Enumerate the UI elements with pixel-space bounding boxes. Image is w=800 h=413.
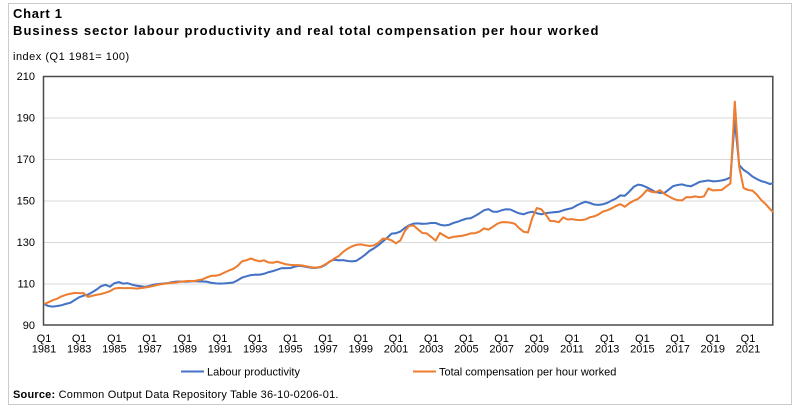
svg-text:Q1: Q1 bbox=[353, 333, 368, 345]
svg-text:130: 130 bbox=[17, 237, 35, 249]
svg-text:Q1: Q1 bbox=[529, 333, 544, 345]
svg-text:2009: 2009 bbox=[525, 344, 549, 356]
svg-text:Q1: Q1 bbox=[459, 333, 474, 345]
svg-text:Q1: Q1 bbox=[494, 333, 509, 345]
svg-text:Q1: Q1 bbox=[389, 333, 404, 345]
svg-text:1987: 1987 bbox=[137, 344, 161, 356]
svg-text:2015: 2015 bbox=[630, 344, 654, 356]
svg-text:Q1: Q1 bbox=[37, 333, 52, 345]
svg-text:Q1: Q1 bbox=[670, 333, 685, 345]
svg-text:Q1: Q1 bbox=[213, 333, 228, 345]
svg-text:Q1: Q1 bbox=[318, 333, 333, 345]
svg-text:110: 110 bbox=[17, 279, 35, 291]
svg-text:1981: 1981 bbox=[32, 344, 56, 356]
svg-text:1993: 1993 bbox=[243, 344, 267, 356]
svg-text:Q1: Q1 bbox=[424, 333, 439, 345]
svg-text:2017: 2017 bbox=[665, 344, 689, 356]
svg-text:Q1: Q1 bbox=[72, 333, 87, 345]
svg-text:1991: 1991 bbox=[208, 344, 232, 356]
svg-text:Q1: Q1 bbox=[600, 333, 615, 345]
svg-text:210: 210 bbox=[17, 71, 35, 83]
svg-text:Q1: Q1 bbox=[283, 333, 298, 345]
svg-text:1989: 1989 bbox=[173, 344, 197, 356]
svg-text:Q1: Q1 bbox=[565, 333, 580, 345]
svg-text:1983: 1983 bbox=[67, 344, 91, 356]
svg-text:Labour productivity: Labour productivity bbox=[207, 367, 300, 379]
svg-text:1997: 1997 bbox=[313, 344, 337, 356]
svg-text:Q1: Q1 bbox=[635, 333, 650, 345]
svg-text:1999: 1999 bbox=[349, 344, 373, 356]
svg-text:2021: 2021 bbox=[736, 344, 760, 356]
svg-text:150: 150 bbox=[17, 196, 35, 208]
svg-text:170: 170 bbox=[17, 154, 35, 166]
svg-text:2013: 2013 bbox=[595, 344, 619, 356]
svg-text:90: 90 bbox=[23, 320, 35, 332]
svg-text:1995: 1995 bbox=[278, 344, 302, 356]
svg-text:2019: 2019 bbox=[701, 344, 725, 356]
svg-text:Q1: Q1 bbox=[177, 333, 192, 345]
svg-text:2003: 2003 bbox=[419, 344, 443, 356]
svg-text:2005: 2005 bbox=[454, 344, 478, 356]
svg-text:2007: 2007 bbox=[489, 344, 513, 356]
svg-text:Q1: Q1 bbox=[705, 333, 720, 345]
svg-text:Q1: Q1 bbox=[248, 333, 263, 345]
svg-text:Q1: Q1 bbox=[741, 333, 756, 345]
svg-text:Total compensation per hour wo: Total compensation per hour worked bbox=[439, 367, 616, 379]
svg-text:190: 190 bbox=[17, 113, 35, 125]
svg-text:2001: 2001 bbox=[384, 344, 408, 356]
svg-text:2011: 2011 bbox=[560, 344, 584, 356]
svg-text:Q1: Q1 bbox=[107, 333, 122, 345]
svg-text:Q1: Q1 bbox=[142, 333, 157, 345]
svg-text:1985: 1985 bbox=[102, 344, 126, 356]
